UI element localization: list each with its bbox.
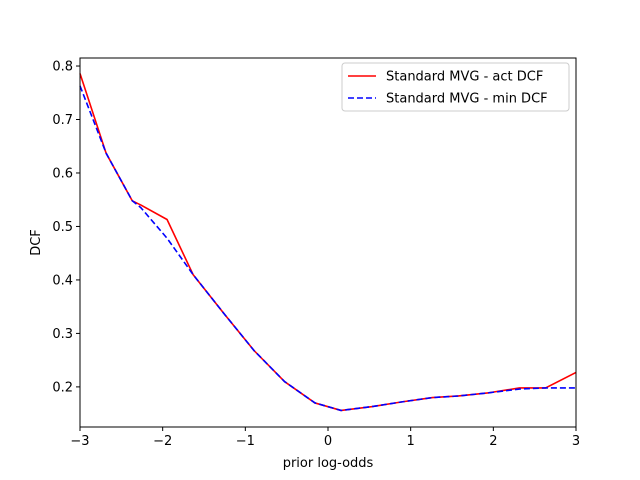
x-tick-label: 2 — [489, 434, 497, 449]
plot-lines — [79, 73, 577, 412]
legend-box — [341, 62, 570, 112]
y-tick-label: 0.3 — [52, 327, 73, 342]
x-axis-ticks: −3 −2 −1 0 1 2 3 — [70, 427, 580, 449]
legend-label-2: Standard MVG - min DCF — [386, 92, 548, 107]
x-tick-label: 3 — [572, 434, 580, 449]
plot-frame — [79, 57, 577, 428]
y-tick-label: 0.6 — [52, 166, 73, 181]
x-tick-label: −3 — [70, 434, 89, 449]
x-tick-label: −2 — [153, 434, 172, 449]
y-axis-ticks: 0.2 0.3 0.4 0.5 0.6 0.7 0.8 — [52, 60, 80, 395]
y-tick-label: 0.2 — [52, 380, 73, 395]
x-tick-label: 1 — [407, 434, 415, 449]
y-tick-label: 0.8 — [52, 60, 73, 75]
legend: Standard MVG - act DCF Standard MVG - min… — [341, 62, 570, 112]
x-tick-label: −1 — [236, 434, 255, 449]
y-axis-label: DCF — [29, 229, 44, 256]
series-line-2 — [79, 85, 576, 412]
legend-label-1: Standard MVG - act DCF — [386, 70, 543, 85]
y-tick-label: 0.5 — [52, 220, 73, 235]
series-line-1 — [79, 73, 577, 412]
y-tick-label: 0.7 — [52, 113, 73, 128]
x-axis-label: prior log-odds — [283, 456, 374, 471]
y-tick-label: 0.4 — [52, 273, 73, 288]
x-tick-label: 0 — [324, 434, 332, 449]
